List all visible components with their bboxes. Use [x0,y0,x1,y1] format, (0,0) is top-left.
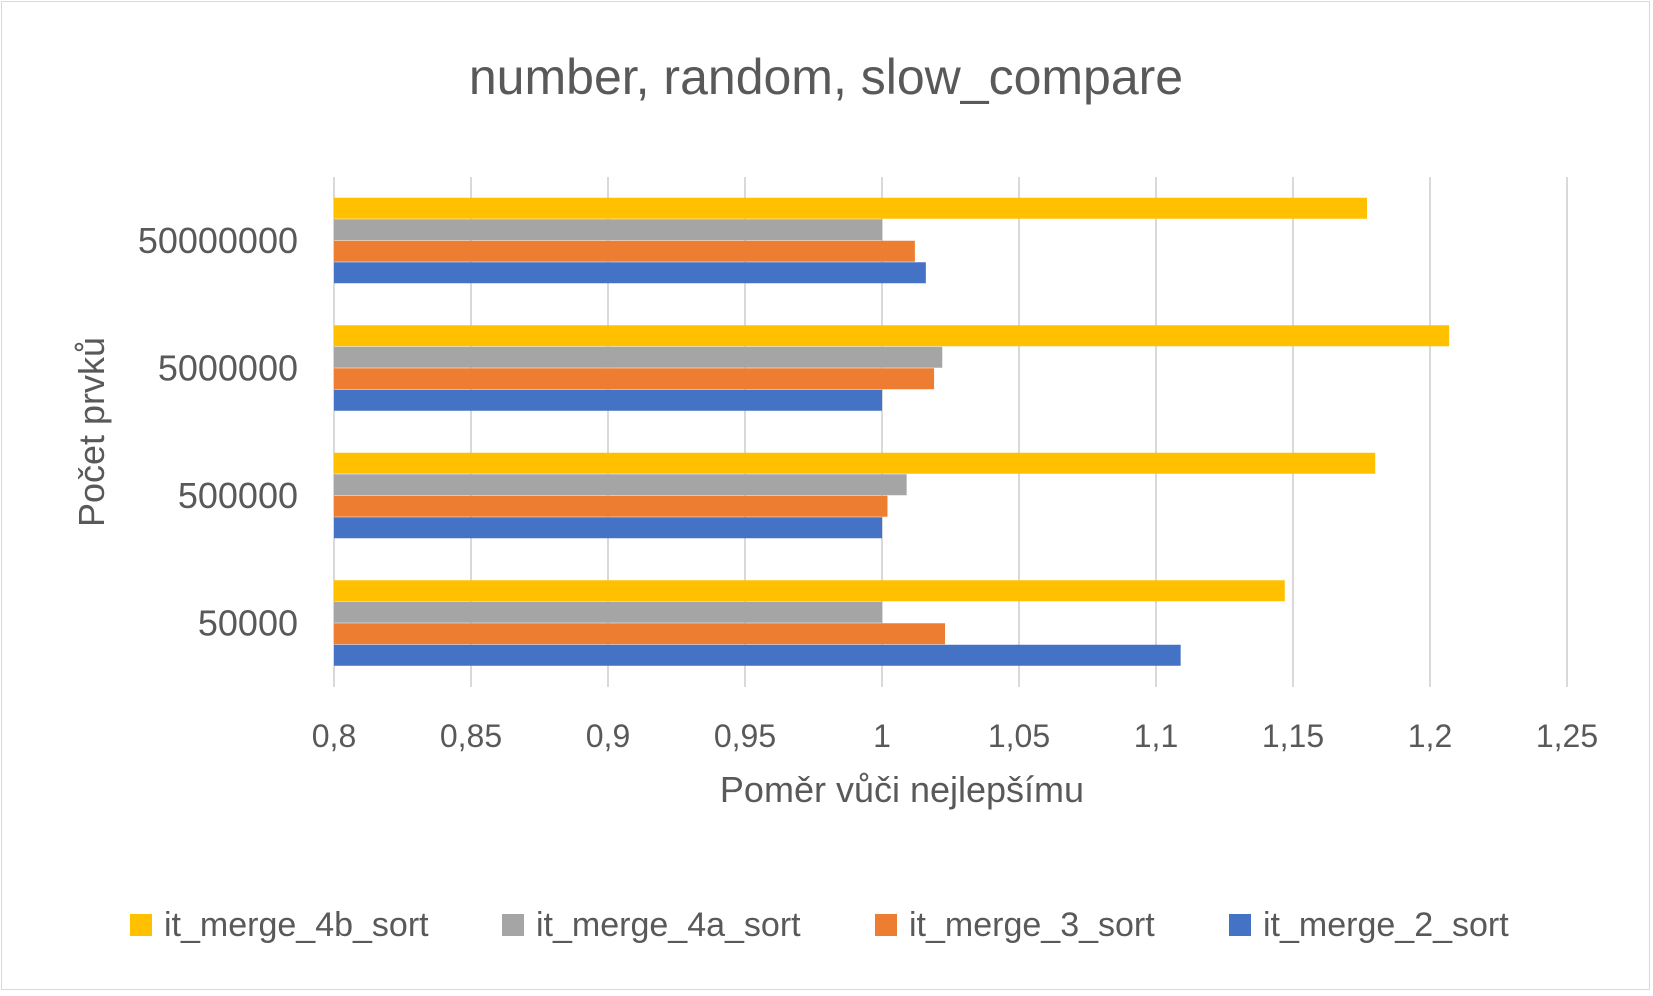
legend-swatch [875,914,897,936]
y-tick-label: 50000000 [138,220,298,261]
x-tick-label: 1,15 [1262,718,1324,754]
x-tick-label: 1,25 [1536,718,1598,754]
legend-label: it_merge_4a_sort [536,906,801,944]
y-tick-label: 500000 [178,475,298,516]
bar-it_merge_2_sort-500000 [334,517,882,539]
bar-it_merge_4a_sort-50000 [334,601,882,623]
legend-swatch [502,914,524,936]
x-tick-labels: 0,8 0,85 0,9 0,95 1 1,05 1,1 1,15 1,2 1,25 [312,718,1598,754]
legend-label: it_merge_2_sort [1263,906,1509,944]
x-tick-label: 1,2 [1408,718,1452,754]
x-tick-label: 0,9 [586,718,630,754]
bar-it_merge_4b_sort-500000 [334,452,1376,474]
bar-it_merge_2_sort-50000000 [334,262,926,284]
bar-it_merge_4a_sort-50000000 [334,219,882,241]
bar-it_merge_3_sort-5000000 [334,368,935,390]
bar-it_merge_4b_sort-50000 [334,580,1285,602]
x-tick-label: 1,05 [988,718,1050,754]
x-tick-label: 0,95 [714,718,776,754]
x-tick-label: 0,8 [312,718,356,754]
y-tick-label: 50000 [198,602,298,643]
y-tick-labels: 50000 500000 5000000 50000000 [138,220,298,644]
bar-it_merge_3_sort-500000 [334,495,888,517]
legend-label: it_merge_3_sort [909,906,1155,944]
legend: it_merge_4b_sort it_merge_4a_sort it_merge… [130,906,1509,944]
legend-label: it_merge_4b_sort [164,906,429,944]
legend-swatch [130,914,152,936]
bar-it_merge_2_sort-50000 [334,644,1181,666]
bar-it_merge_4a_sort-5000000 [334,346,943,368]
bar-it_merge_2_sort-5000000 [334,389,882,411]
bars [334,197,1450,666]
bar-it_merge_3_sort-50000000 [334,240,915,262]
x-tick-label: 1,1 [1134,718,1178,754]
x-tick-label: 1 [873,718,891,754]
bar-it_merge_4a_sort-500000 [334,474,907,496]
bar-it_merge_3_sort-50000 [334,623,946,645]
legend-swatch [1229,914,1251,936]
x-axis-title: Poměr vůči nejlepšímu [720,769,1084,810]
y-tick-label: 5000000 [158,347,298,388]
bar-it_merge_4b_sort-50000000 [334,197,1367,219]
x-tick-label: 0,85 [440,718,502,754]
bar-it_merge_4b_sort-5000000 [334,325,1450,347]
gridlines [333,177,1568,687]
chart-title: number, random, slow_compare [469,49,1183,105]
y-axis-title: Počet prvků [71,337,112,527]
